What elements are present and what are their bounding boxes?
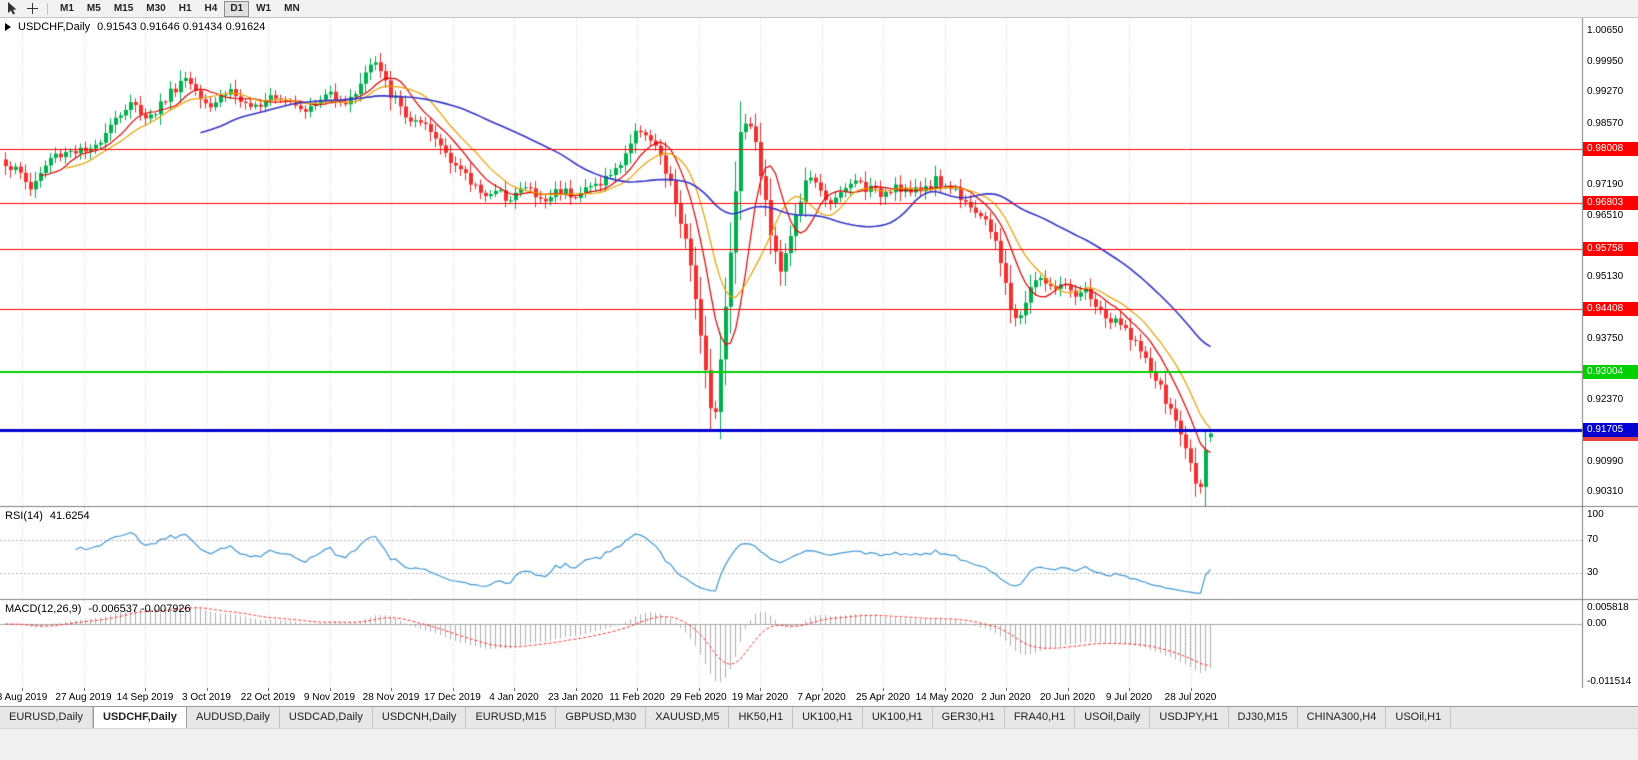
time-axis-label: 14 May 2020	[915, 692, 974, 703]
time-axis-label: 20 Jun 2020	[1039, 692, 1096, 703]
time-axis[interactable]: 8 Aug 2019 27 Aug 2019 14 Sep 2019 3 Oct 20…	[0, 688, 1638, 706]
chart-tab-eurusd-daily[interactable]: EURUSD,Daily	[0, 707, 93, 728]
chart-tab-audusd-daily[interactable]: AUDUSD,Daily	[186, 707, 280, 728]
chart-tab-usdjpy-h1[interactable]: USDJPY,H1	[1150, 707, 1229, 728]
timeframe-m1-button[interactable]: M1	[60, 2, 74, 14]
pane-divider-macd[interactable]	[0, 597, 1638, 602]
chart-tab-fra40-h1[interactable]: FRA40,H1	[1004, 707, 1076, 728]
time-axis-tick	[22, 688, 23, 691]
timeframe-buttons: M1 M5 M15 M30 H1 H4 D1 W1 MN	[54, 0, 306, 17]
rsi-name: RSI(14)	[5, 510, 43, 522]
chart-tab-eurusd-m15[interactable]: EURUSD,M15	[466, 707, 557, 728]
time-axis-tick	[145, 688, 146, 691]
macd-indicator-label: MACD(12,26,9) -0.006537 -0.007926	[5, 603, 191, 615]
time-axis-label: 28 Jul 2020	[1164, 692, 1217, 703]
price-axis[interactable]	[1583, 18, 1638, 688]
time-axis-label: 29 Feb 2020	[670, 692, 727, 703]
time-axis-tick	[84, 688, 85, 691]
chart-menu-icon[interactable]	[5, 23, 11, 31]
toolbar: M1 M5 M15 M30 H1 H4 D1 W1 MN	[0, 0, 1638, 18]
time-axis-tick	[391, 688, 392, 691]
time-axis-tick	[883, 688, 884, 691]
time-axis-label: 3 Oct 2019	[182, 692, 231, 703]
time-axis-tick	[1191, 688, 1192, 691]
chart-window: 1.00650 0.99950 0.99270 0.98570 0.97890 0.971…	[0, 18, 1638, 688]
time-axis-label: 9 Nov 2019	[303, 692, 356, 703]
timeframe-m30-button[interactable]: M30	[146, 2, 166, 14]
timeframe-h1-button[interactable]: H1	[178, 2, 192, 14]
time-axis-label: 22 Oct 2019	[240, 692, 296, 703]
chart-tab-usdcnh-daily[interactable]: USDCNH,Daily	[372, 707, 467, 728]
time-axis-tick	[699, 688, 700, 691]
timeframe-mn-button[interactable]: MN	[284, 2, 300, 14]
chart-canvas[interactable]	[0, 18, 1638, 688]
symbol-timeframe-label: USDCHF,Daily	[18, 21, 91, 33]
chart-tab-usoil-daily[interactable]: USOil,Daily	[1075, 707, 1151, 728]
time-axis-tick	[1129, 688, 1130, 691]
chart-tab-hk50-h1[interactable]: HK50,H1	[729, 707, 794, 728]
timeframe-h4-button[interactable]: H4	[204, 2, 218, 14]
time-axis-label: 23 Jan 2020	[547, 692, 604, 703]
time-axis-label: 28 Nov 2019	[362, 692, 420, 703]
time-axis-label: 7 Apr 2020	[797, 692, 846, 703]
time-axis-label: 4 Jan 2020	[489, 692, 539, 703]
status-bar	[0, 728, 1638, 760]
chart-tab-usdcad-daily[interactable]: USDCAD,Daily	[279, 707, 373, 728]
chart-tab-ger30-h1[interactable]: GER30,H1	[932, 707, 1005, 728]
chart-tab-usdchf-daily[interactable]: USDCHF,Daily	[92, 707, 187, 728]
time-axis-label: 11 Feb 2020	[609, 692, 665, 703]
chart-tab-uk100-h1[interactable]: UK100,H1	[793, 707, 863, 728]
time-axis-tick	[330, 688, 331, 691]
macd-name: MACD(12,26,9)	[5, 603, 82, 615]
time-axis-tick	[268, 688, 269, 691]
chart-tab-gbpusd-m30[interactable]: GBPUSD,M30	[556, 707, 647, 728]
cursor-icon[interactable]	[3, 1, 21, 16]
time-axis-tick	[514, 688, 515, 691]
timeframe-m15-button[interactable]: M15	[113, 2, 134, 14]
time-axis-tick	[760, 688, 761, 691]
time-axis-label: 19 Mar 2020	[731, 692, 789, 703]
time-axis-label: 14 Sep 2019	[116, 692, 174, 703]
chart-title: USDCHF,Daily 0.91543 0.91646 0.91434 0.9…	[5, 21, 265, 33]
chart-tab-usoil-h1[interactable]: USOil,H1	[1386, 707, 1452, 728]
time-axis-tick	[637, 688, 638, 691]
rsi-indicator-label: RSI(14) 41.6254	[5, 510, 90, 522]
timeframe-d1-button[interactable]: D1	[224, 0, 250, 17]
time-axis-tick	[1068, 688, 1069, 691]
time-axis-tick	[207, 688, 208, 691]
time-axis-tick	[945, 688, 946, 691]
timeframe-w1-button[interactable]: W1	[256, 2, 272, 14]
time-axis-label: 25 Apr 2020	[856, 692, 910, 703]
timeframe-m5-button[interactable]: M5	[86, 2, 101, 14]
chart-tab-uk100-h1[interactable]: UK100,H1	[862, 707, 933, 728]
time-axis-label: 27 Aug 2019	[55, 692, 112, 703]
time-axis-tick	[576, 688, 577, 691]
chart-tab-dj30-m15[interactable]: DJ30,M15	[1228, 707, 1298, 728]
pane-divider-rsi[interactable]	[0, 504, 1638, 509]
ohlc-values: 0.91543 0.91646 0.91434 0.91624	[97, 21, 266, 33]
time-axis-tick	[1006, 688, 1007, 691]
macd-values: -0.006537 -0.007926	[88, 603, 191, 615]
time-axis-tick	[453, 688, 454, 691]
chart-tab-bar: EURUSD,Daily USDCHF,Daily AUDUSD,Daily USDC…	[0, 706, 1638, 728]
time-axis-label: 17 Dec 2019	[424, 692, 481, 703]
time-axis-label: 2 Jun 2020	[981, 692, 1031, 703]
chart-tab-china300-h4[interactable]: CHINA300,H4	[1297, 707, 1387, 728]
toolbar-separator	[47, 2, 48, 15]
rsi-value: 41.6254	[49, 510, 90, 522]
chart-tab-xauusd-m5[interactable]: XAUUSD,M5	[646, 707, 730, 728]
time-axis-label: 8 Aug 2019	[0, 692, 48, 703]
time-axis-label: 9 Jul 2020	[1105, 692, 1153, 703]
time-axis-tick	[822, 688, 823, 691]
crosshair-icon[interactable]	[23, 1, 41, 16]
